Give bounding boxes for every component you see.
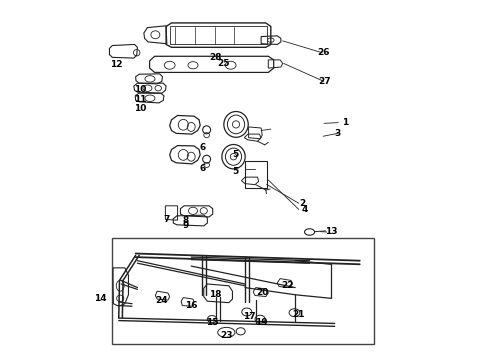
Bar — [245, 161, 267, 188]
Text: 10: 10 — [134, 85, 147, 94]
Text: 9: 9 — [183, 221, 189, 230]
Text: 20: 20 — [256, 288, 269, 297]
Text: 22: 22 — [281, 281, 294, 290]
Text: 15: 15 — [206, 318, 219, 327]
Text: 26: 26 — [317, 48, 329, 57]
Text: 25: 25 — [217, 59, 230, 68]
Text: 6: 6 — [199, 164, 206, 173]
Text: 23: 23 — [220, 332, 233, 341]
Text: 12: 12 — [110, 60, 123, 69]
Text: 5: 5 — [232, 167, 238, 176]
Text: 17: 17 — [243, 312, 256, 321]
Text: 18: 18 — [209, 290, 222, 299]
Text: 13: 13 — [325, 228, 337, 237]
Text: 21: 21 — [292, 310, 304, 319]
Text: 11: 11 — [134, 95, 147, 104]
Text: 1: 1 — [343, 118, 348, 127]
Text: 2: 2 — [299, 199, 305, 208]
Bar — [112, 238, 374, 344]
Bar — [170, 26, 267, 44]
Text: 8: 8 — [183, 216, 189, 225]
Text: 7: 7 — [163, 215, 169, 224]
Text: 5: 5 — [232, 150, 238, 159]
Text: 10: 10 — [134, 104, 147, 113]
Text: 4: 4 — [302, 205, 308, 214]
Text: 24: 24 — [155, 296, 168, 305]
Text: 6: 6 — [199, 143, 206, 152]
Text: 3: 3 — [334, 129, 341, 138]
Text: 14: 14 — [95, 294, 107, 303]
Text: 19: 19 — [255, 318, 268, 327]
Text: 16: 16 — [185, 301, 197, 310]
Text: 28: 28 — [209, 53, 222, 62]
Text: 27: 27 — [318, 77, 331, 86]
